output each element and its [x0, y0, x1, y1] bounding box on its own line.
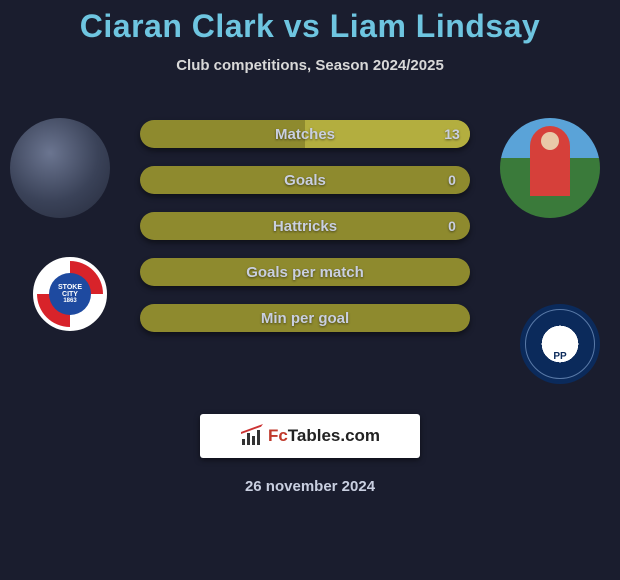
crest-stoke-text-mid: CITY	[62, 291, 78, 298]
stat-label: Min per goal	[261, 310, 349, 327]
crest-stoke-year: 1863	[63, 298, 76, 304]
logo-suffix: .com	[340, 426, 380, 445]
stat-bar-hattricks: Hattricks 0	[140, 212, 470, 240]
stat-label: Hattricks	[273, 218, 337, 235]
stat-bar-goals-per-match: Goals per match	[140, 258, 470, 286]
stat-left-value	[140, 212, 176, 240]
stat-right-value	[434, 258, 470, 286]
stat-bar-matches: Matches 13	[140, 120, 470, 148]
subtitle: Club competitions, Season 2024/2025	[0, 57, 620, 74]
club-crest-preston: PP	[520, 304, 600, 384]
crest-pne-lamb-icon	[546, 333, 574, 349]
comparison-body: STOKE CITY 1863 PP Matches 13	[0, 114, 620, 374]
stat-right-value: 0	[434, 166, 470, 194]
logo-rest: Tables	[288, 426, 341, 445]
fctables-logo: FcTables.com	[200, 414, 420, 458]
logo-prefix: Fc	[268, 426, 288, 445]
crest-stoke-center: STOKE CITY 1863	[49, 273, 91, 315]
stat-right-value: 13	[434, 120, 470, 148]
stat-left-value	[140, 166, 176, 194]
stat-left-value	[140, 258, 176, 286]
stat-right-value: 0	[434, 212, 470, 240]
stat-bars: Matches 13 Goals 0 Hattricks 0	[140, 120, 470, 332]
stat-bar-goals: Goals 0	[140, 166, 470, 194]
crest-pne-pp: PP	[553, 351, 566, 362]
stat-label: Matches	[275, 126, 335, 143]
fctables-wordmark: FcTables.com	[268, 426, 380, 446]
stat-label: Goals per match	[246, 264, 364, 281]
player-right-avatar	[500, 118, 600, 218]
crest-stoke-text-top: STOKE	[58, 284, 82, 291]
snapshot-date: 26 november 2024	[0, 478, 620, 495]
stat-left-value	[140, 120, 176, 148]
player-left-avatar	[10, 118, 110, 218]
crest-stoke-stripes: STOKE CITY 1863	[37, 261, 103, 327]
club-crest-stoke: STOKE CITY 1863	[30, 254, 110, 334]
comparison-card: Ciaran Clark vs Liam Lindsay Club compet…	[0, 0, 620, 495]
fctables-chart-icon	[240, 425, 262, 447]
stat-label: Goals	[284, 172, 326, 189]
stat-bar-min-per-goal: Min per goal	[140, 304, 470, 332]
stat-left-value	[140, 304, 176, 332]
stat-right-value	[434, 304, 470, 332]
page-title: Ciaran Clark vs Liam Lindsay	[0, 8, 620, 45]
